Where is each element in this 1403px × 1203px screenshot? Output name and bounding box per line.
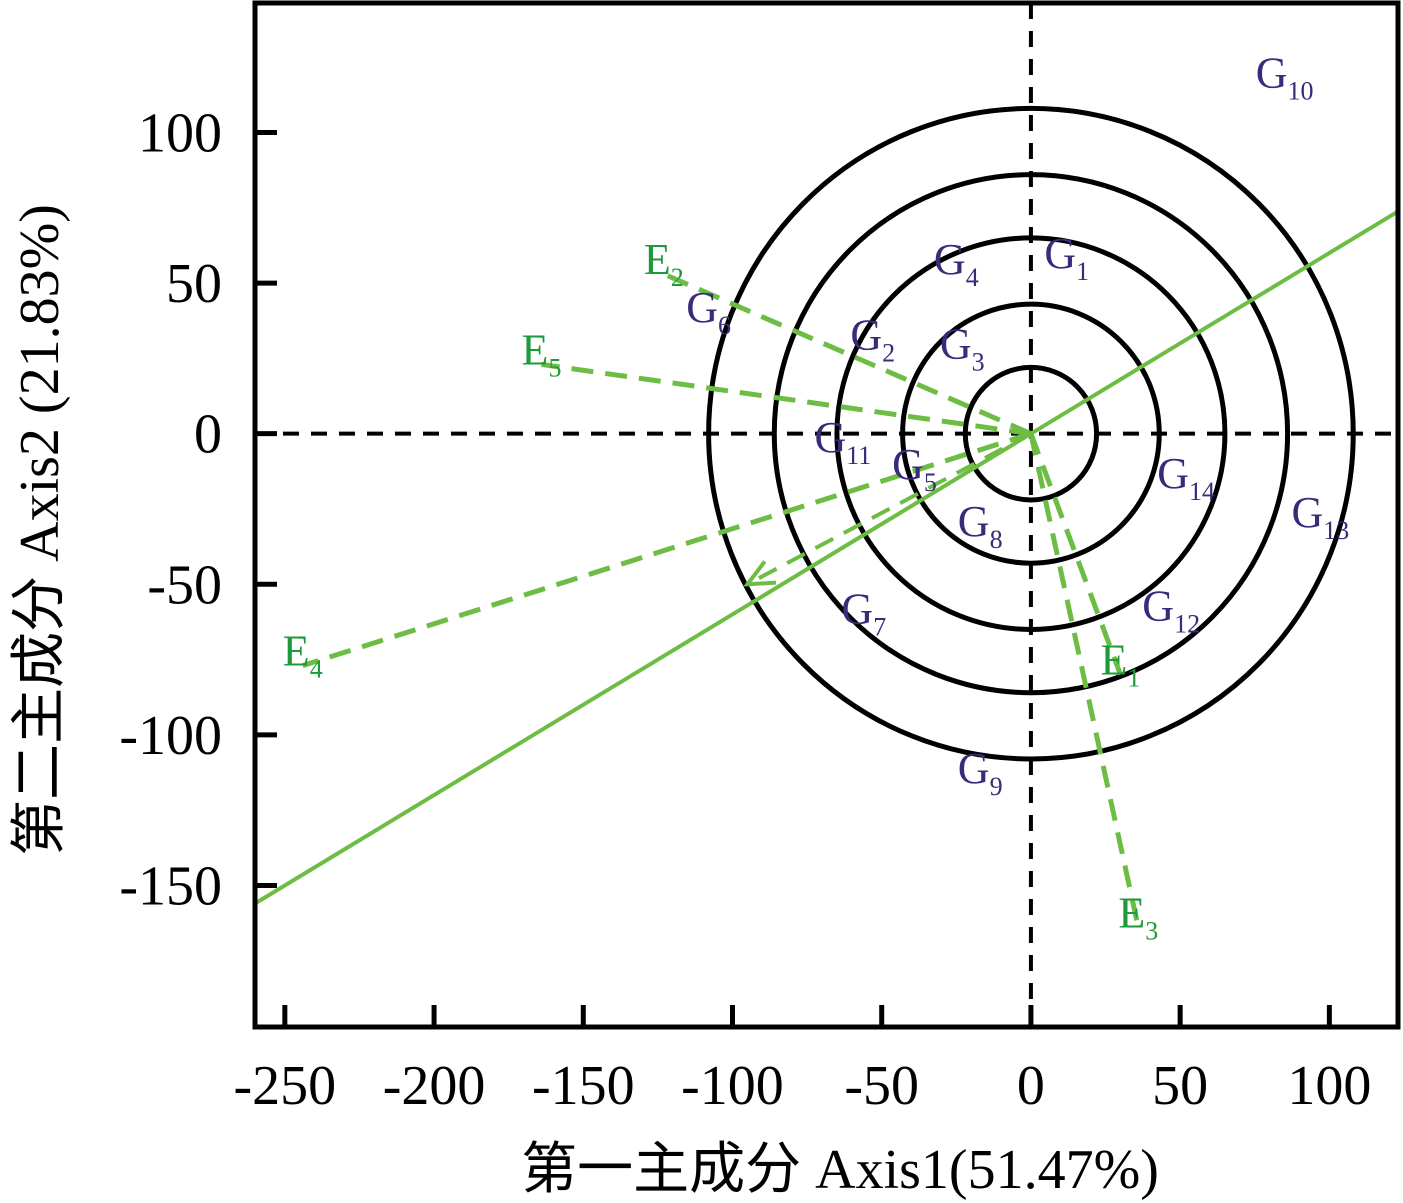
genotype-letter: G — [958, 497, 990, 546]
genotype-label-12: G12 — [1142, 581, 1200, 638]
genotype-letter: G — [1142, 581, 1174, 630]
genotype-label-7: G7 — [841, 584, 886, 641]
axes: -250 -200 -150 -100 -50 0 50 100 -150 -100 -50 0 50 1… — [119, 0, 1401, 1117]
x-tick-label: -50 — [844, 1055, 919, 1117]
x-axis-title: 第一主成分 Axis1(51.47%) — [521, 1139, 1159, 1201]
env-vector-e4 — [301, 431, 1032, 668]
genotype-letter: G — [934, 235, 966, 284]
x-tick-label: -200 — [383, 1055, 486, 1117]
environment-letter: E — [1118, 889, 1145, 938]
environment-label-5: E5 — [522, 325, 562, 382]
environment-letter: E — [1101, 636, 1128, 685]
y-tick-label: 0 — [194, 404, 222, 466]
genotype-label-9: G9 — [958, 744, 1003, 801]
genotype-letter: G — [940, 319, 972, 368]
y-axis-title: 第二主成分 Axis2 (21.83%) — [9, 204, 71, 856]
y-tick-label: 100 — [138, 103, 222, 165]
genotype-label-13: G13 — [1292, 488, 1350, 545]
genotype-subscript: 3 — [972, 347, 985, 376]
genotype-letter: G — [1292, 488, 1324, 537]
vector-lines — [253, 3, 1400, 1027]
genotype-label-10: G10 — [1256, 48, 1314, 105]
environment-label-2: E2 — [644, 235, 684, 292]
genotype-label-4: G4 — [934, 235, 979, 292]
x-tick-label: 100 — [1287, 1055, 1371, 1117]
environment-subscript: 4 — [310, 655, 323, 684]
average-environment-axis — [253, 209, 1400, 906]
x-tick-label: -150 — [532, 1055, 635, 1117]
genotype-subscript: 1 — [1076, 257, 1089, 286]
genotype-subscript: 5 — [924, 468, 937, 497]
genotype-letter: G — [892, 440, 924, 489]
environment-label-1: E1 — [1101, 636, 1141, 693]
y-tick-label: -50 — [147, 554, 222, 616]
x-tick-label: 0 — [1017, 1055, 1045, 1117]
genotype-label-6: G6 — [686, 283, 731, 340]
genotype-subscript: 10 — [1287, 76, 1313, 105]
genotype-letter: G — [958, 744, 990, 793]
environment-subscript: 2 — [671, 263, 684, 292]
environment-letter: E — [644, 235, 671, 284]
genotype-subscript: 14 — [1189, 477, 1215, 506]
arrow-vector — [746, 431, 1032, 587]
y-tick-label: -150 — [119, 855, 222, 917]
genotype-letter: G — [850, 310, 882, 359]
arrow-head — [743, 560, 777, 587]
genotype-subscript: 11 — [846, 441, 871, 470]
genotype-letter: G — [1157, 449, 1189, 498]
genotype-label-3: G3 — [940, 319, 985, 376]
genotype-subscript: 8 — [990, 525, 1003, 554]
x-tick-label: -250 — [234, 1055, 337, 1117]
genotype-subscript: 2 — [882, 338, 895, 367]
environment-subscript: 5 — [548, 353, 561, 382]
genotype-subscript: 7 — [873, 612, 886, 641]
genotype-label-5: G5 — [892, 440, 937, 497]
x-tick-label: -100 — [681, 1055, 784, 1117]
env-vector-e3 — [1028, 433, 1141, 929]
genotype-label-1: G1 — [1044, 229, 1089, 286]
genotype-subscript: 6 — [718, 311, 731, 340]
genotype-letter: G — [686, 283, 718, 332]
x-tick-label: 50 — [1152, 1055, 1208, 1117]
genotype-label-14: G14 — [1157, 449, 1215, 506]
y-tick-label: 50 — [166, 253, 222, 315]
environment-letter: E — [283, 627, 310, 676]
environment-letter: E — [522, 325, 549, 374]
environment-label-3: E3 — [1118, 889, 1158, 946]
plot-frame — [252, 0, 1401, 1030]
genotype-subscript: 4 — [966, 263, 979, 292]
env-vector-e1 — [1028, 432, 1123, 676]
genotype-letter: G — [814, 413, 846, 462]
environment-label-4: E4 — [283, 627, 323, 684]
genotype-label-2: G2 — [850, 310, 895, 367]
genotype-label-11: G11 — [814, 413, 871, 470]
environment-subscript: 3 — [1145, 917, 1158, 946]
genotype-label-8: G8 — [958, 497, 1003, 554]
genotype-subscript: 12 — [1174, 609, 1200, 638]
genotype-subscript: 9 — [990, 772, 1003, 801]
genotype-letter: G — [841, 584, 873, 633]
genotype-letter: G — [1256, 48, 1288, 97]
y-tick-label: -100 — [119, 705, 222, 767]
genotype-letter: G — [1044, 229, 1076, 278]
environment-subscript: 1 — [1127, 664, 1140, 693]
genotype-subscript: 13 — [1323, 516, 1349, 545]
env-vector-e5 — [541, 361, 1032, 437]
